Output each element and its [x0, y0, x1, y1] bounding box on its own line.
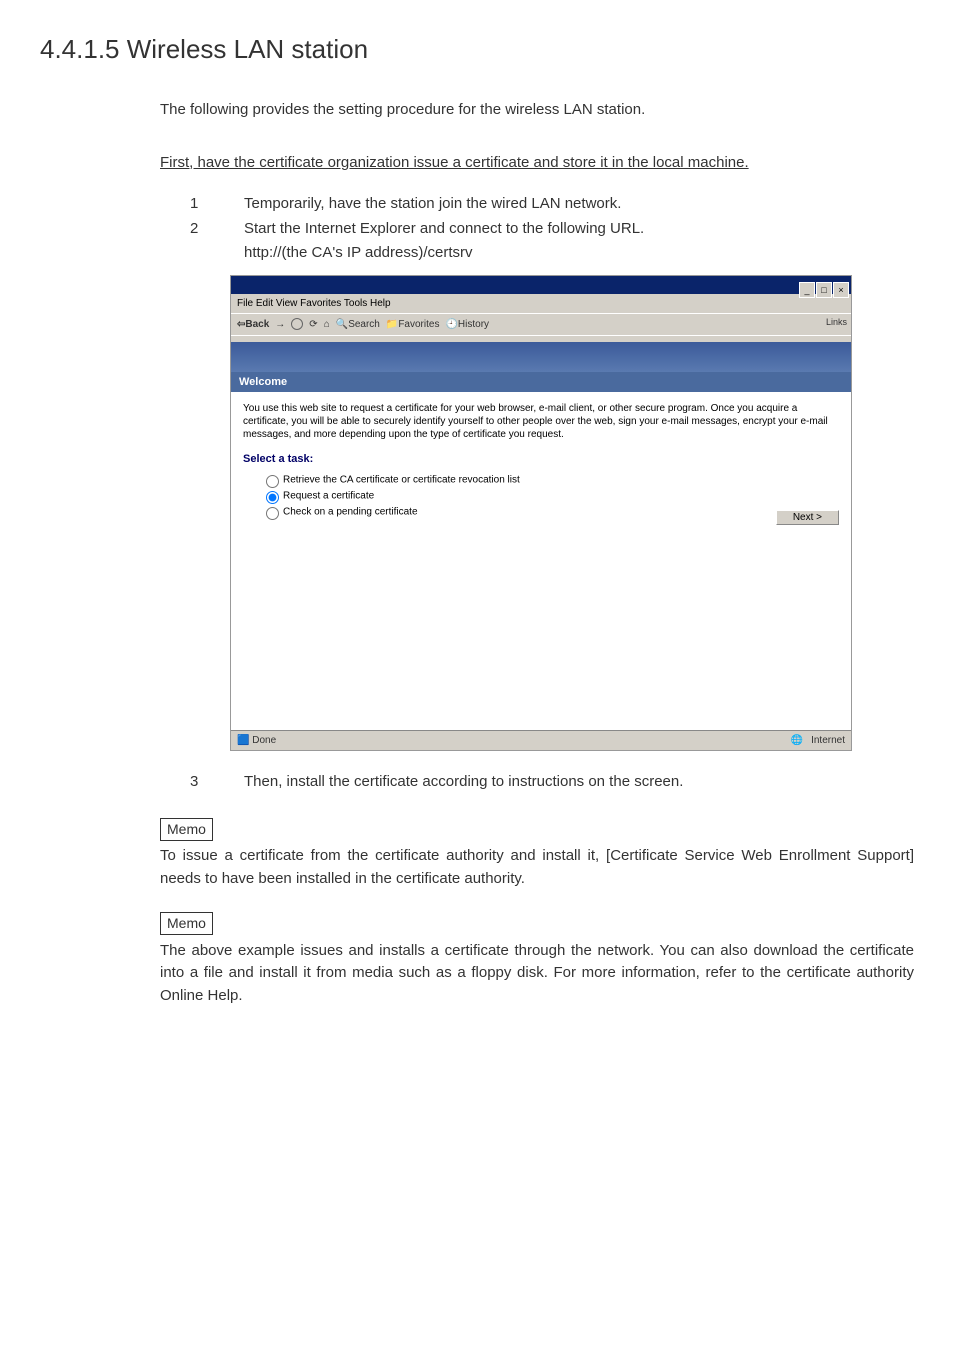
step-number: 3 [190, 771, 244, 794]
content-body-text: You use this web site to request a certi… [243, 402, 839, 441]
links-label[interactable]: Links [826, 316, 847, 330]
memo-label: Memo [160, 912, 213, 935]
favorites-button[interactable]: 📁Favorites [386, 317, 440, 332]
section-subhead: First, have the certificate organization… [160, 152, 769, 175]
radio-label: Check on a pending certificate [283, 506, 418, 517]
memo-text: The above example issues and installs a … [160, 940, 914, 1008]
radio-check[interactable] [266, 507, 279, 520]
welcome-heading: Welcome [231, 372, 851, 393]
list-item: 2 Start the Internet Explorer and connec… [190, 218, 914, 241]
step-text: Then, install the certificate according … [244, 771, 914, 794]
address-bar[interactable] [231, 335, 851, 342]
browser-menubar[interactable]: File Edit View Favorites Tools Help [231, 294, 851, 313]
browser-content: You use this web site to request a certi… [231, 392, 851, 730]
window-controls: _□× [798, 278, 849, 301]
step-text: Start the Internet Explorer and connect … [244, 218, 914, 241]
radio-option[interactable]: Request a certificate [261, 488, 839, 504]
memo-text: To issue a certificate from the certific… [160, 845, 914, 890]
radio-option[interactable]: Check on a pending certificate [261, 504, 839, 520]
browser-statusbar: 🟦 Done 🌐Internet [231, 730, 851, 750]
status-right: 🌐Internet [791, 733, 845, 748]
radio-request[interactable] [266, 491, 279, 504]
maximize-icon[interactable]: □ [816, 282, 832, 298]
intro-text: The following provides the setting proce… [160, 99, 914, 122]
search-button[interactable]: 🔍Search [336, 317, 380, 332]
page-heading: 4.4.1.5 Wireless LAN station [40, 30, 914, 69]
stop-icon[interactable] [291, 318, 303, 330]
minimize-icon[interactable]: _ [799, 282, 815, 298]
cert-services-banner [231, 342, 851, 372]
step-subtext: http://(the CA's IP address)/certsrv [244, 242, 914, 265]
window-titlebar: _□× [231, 276, 851, 294]
list-item: 1 Temporarily, have the station join the… [190, 193, 914, 216]
home-icon[interactable]: ⌂ [324, 317, 330, 332]
history-button[interactable]: 🕘History [445, 317, 489, 332]
browser-window: _□× File Edit View Favorites Tools Help … [230, 275, 852, 752]
step-number: 1 [190, 193, 244, 216]
task-header: Select a task: [243, 451, 839, 468]
radio-option[interactable]: Retrieve the CA certificate or certifica… [261, 472, 839, 488]
radio-retrieve[interactable] [266, 475, 279, 488]
list-item: 3 Then, install the certificate accordin… [190, 771, 914, 794]
status-left: 🟦 Done [237, 733, 276, 748]
refresh-icon[interactable]: ⟳ [309, 317, 317, 332]
step-text: Temporarily, have the station join the w… [244, 193, 914, 216]
step-number: 2 [190, 218, 244, 241]
radio-label: Request a certificate [283, 490, 374, 501]
back-button[interactable]: ⇦Back [237, 317, 269, 332]
browser-toolbar: ⇦Back → ⟳ ⌂ 🔍Search 📁Favorites 🕘History … [231, 313, 851, 335]
memo-label: Memo [160, 818, 213, 841]
next-button[interactable]: Next > [776, 510, 839, 525]
radio-label: Retrieve the CA certificate or certifica… [283, 474, 520, 485]
close-icon[interactable]: × [833, 282, 849, 298]
forward-button[interactable]: → [275, 317, 285, 332]
